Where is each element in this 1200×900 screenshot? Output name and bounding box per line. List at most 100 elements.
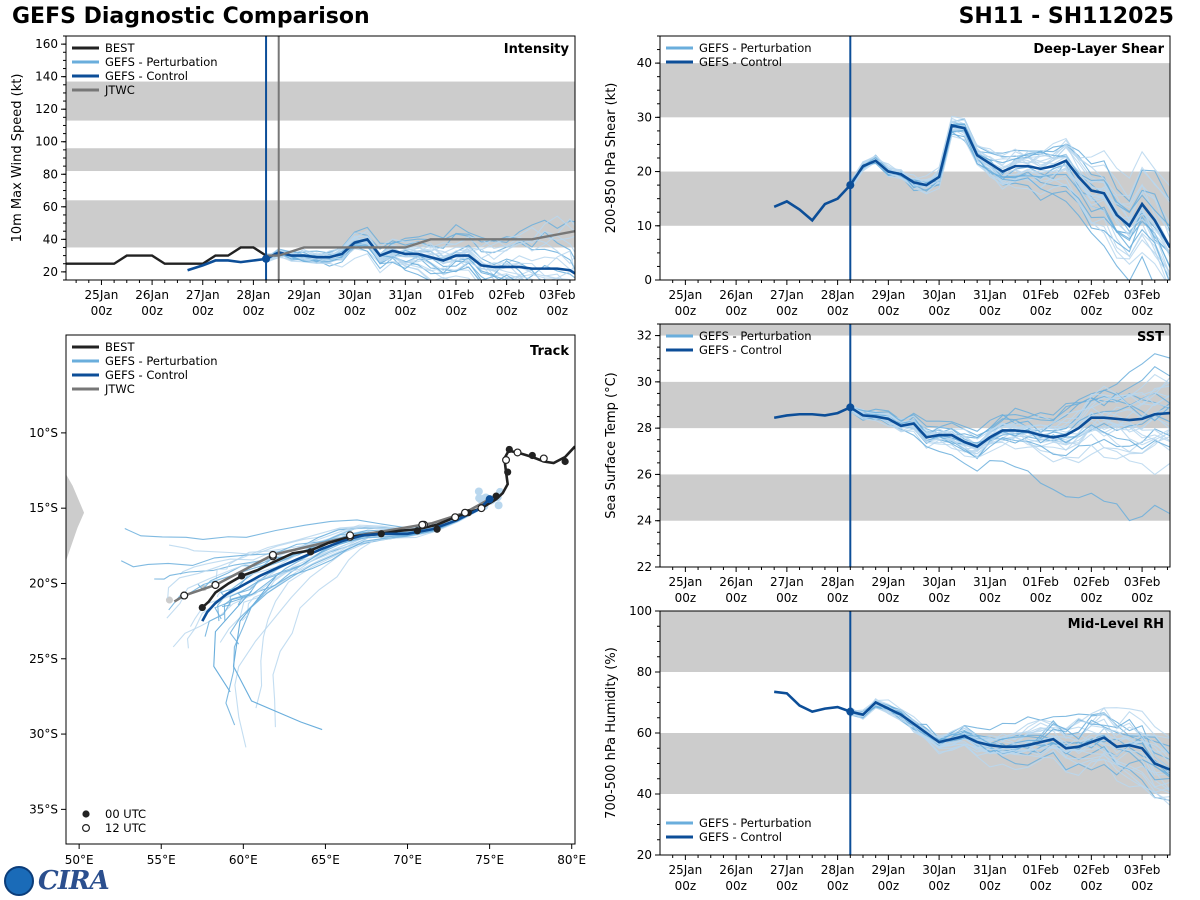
control-init-point xyxy=(846,403,855,412)
perturbation-member-line xyxy=(849,385,1170,440)
x-tick-hour: 00z xyxy=(878,304,900,318)
panel-title: Intensity xyxy=(504,42,570,57)
x-tick-date: 25Jan xyxy=(85,288,119,302)
cira-logo: CIRA xyxy=(38,866,110,896)
y-tick-label: 20°S xyxy=(29,576,58,590)
legend-label: JTWC xyxy=(104,83,135,97)
figure-title: GEFS Diagnostic Comparison xyxy=(12,4,370,29)
x-tick-hour: 00z xyxy=(293,304,315,318)
control-track xyxy=(201,498,491,622)
x-tick-date: 31Jan xyxy=(973,863,1007,877)
x-tick-date: 25Jan xyxy=(668,288,702,302)
map-area xyxy=(66,445,575,748)
x-tick-hour: 00z xyxy=(725,879,747,893)
panel-title: Mid-Level RH xyxy=(1068,617,1164,632)
best-00utc-marker xyxy=(307,548,315,556)
perturbation-member-line xyxy=(849,135,1170,277)
legend-label: GEFS - Perturbation xyxy=(105,354,218,368)
x-tick-date: 27Jan xyxy=(186,288,220,302)
y-tick-label: 20 xyxy=(43,265,58,279)
x-tick-hour: 00z xyxy=(725,591,747,605)
threshold-band xyxy=(66,81,575,121)
best-12utc-marker xyxy=(502,455,511,464)
control-init-point xyxy=(485,495,494,504)
jtwc-12utc-marker xyxy=(211,580,220,589)
perturbation-track xyxy=(229,498,491,645)
y-tick-label: 28 xyxy=(637,421,652,435)
legend-label: GEFS - Perturbation xyxy=(699,816,812,830)
best-12utc-marker xyxy=(451,513,460,522)
x-tick-label: 50°E xyxy=(65,853,94,867)
y-tick-label: 80 xyxy=(637,665,652,679)
perturbation-member-line xyxy=(265,237,535,280)
x-tick-hour: 00z xyxy=(546,304,568,318)
legend-label: GEFS - Perturbation xyxy=(699,41,812,55)
x-tick-date: 30Jan xyxy=(922,288,956,302)
perturbation-member-line xyxy=(265,224,575,260)
x-tick-date: 26Jan xyxy=(719,288,753,302)
legend-label: BEST xyxy=(105,41,135,55)
y-tick-label: 120 xyxy=(35,102,58,116)
legend-label: 00 UTC xyxy=(105,807,146,821)
x-tick-date: 03Feb xyxy=(1124,863,1161,877)
x-tick-date: 01Feb xyxy=(1022,863,1059,877)
y-tick-label: 35°S xyxy=(29,802,58,816)
x-tick-hour: 00z xyxy=(776,879,798,893)
x-tick-label: 60°E xyxy=(229,853,258,867)
x-tick-hour: 00z xyxy=(1131,879,1153,893)
plot-area xyxy=(660,324,1170,522)
control-init-point xyxy=(846,181,855,190)
x-tick-hour: 00z xyxy=(928,304,950,318)
gefs-control-line xyxy=(773,123,1170,249)
x-tick-hour: 00z xyxy=(827,591,849,605)
x-tick-hour: 00z xyxy=(675,879,697,893)
legend-label: GEFS - Control xyxy=(105,368,188,382)
x-tick-hour: 00z xyxy=(928,591,950,605)
x-tick-hour: 00z xyxy=(243,304,265,318)
x-tick-date: 26Jan xyxy=(719,863,753,877)
y-tick-label: 30°S xyxy=(29,727,58,741)
x-tick-date: 29Jan xyxy=(871,288,905,302)
gefs-control-line xyxy=(773,405,1170,449)
legend-12utc-marker xyxy=(81,823,90,832)
shear-panel: 0 10 20 30 40 25Jan 00z 26Jan 00z 27Jan 00z 28Jan 00… xyxy=(604,35,1171,318)
y-tick-label: 140 xyxy=(35,70,58,84)
x-tick-label: 70°E xyxy=(393,853,422,867)
x-tick-hour: 00z xyxy=(445,304,467,318)
y-tick-label: 25°S xyxy=(29,652,58,666)
x-tick-hour: 00z xyxy=(192,304,214,318)
y-tick-label: 24 xyxy=(637,514,652,528)
x-tick-hour: 00z xyxy=(1030,879,1052,893)
perturbation-member-line xyxy=(850,698,1170,754)
y-axis-label: 200-850 hPa Shear (kt) xyxy=(604,83,619,234)
threshold-band xyxy=(66,148,575,172)
x-tick-date: 02Feb xyxy=(1073,863,1110,877)
x-tick-date: 03Feb xyxy=(539,288,576,302)
plot-frame xyxy=(65,334,576,845)
perturbation-member-line xyxy=(850,700,1170,770)
x-tick-date: 31Jan xyxy=(973,575,1007,589)
best-00utc-marker xyxy=(561,457,569,466)
x-tick-hour: 00z xyxy=(725,304,747,318)
x-tick-date: 26Jan xyxy=(719,575,753,589)
y-tick-label: 20 xyxy=(637,848,652,862)
y-tick-label: 80 xyxy=(43,167,58,181)
x-tick-hour: 00z xyxy=(141,304,163,318)
legend-label: GEFS - Control xyxy=(699,830,782,844)
rh-panel: 20 40 60 80 100 25Jan 00z 26Jan 00z 27Jan 00z 28Jan… xyxy=(604,604,1171,893)
x-tick-date: 25Jan xyxy=(668,575,702,589)
best-line xyxy=(66,246,267,265)
perturbation-track xyxy=(232,575,323,731)
y-tick-label: 15°S xyxy=(29,501,58,515)
threshold-band xyxy=(660,611,1170,672)
y-tick-label: 40 xyxy=(637,787,652,801)
perturbation-member-line xyxy=(850,392,1170,434)
jtwc-12utc-marker xyxy=(418,520,427,529)
best-00utc-marker xyxy=(492,492,500,500)
perturbation-member-line xyxy=(265,238,525,280)
y-tick-label: 10 xyxy=(637,219,652,233)
control-init-point xyxy=(262,254,271,263)
ensemble-init-point xyxy=(474,487,483,496)
x-tick-date: 31Jan xyxy=(973,288,1007,302)
x-tick-date: 27Jan xyxy=(770,863,804,877)
